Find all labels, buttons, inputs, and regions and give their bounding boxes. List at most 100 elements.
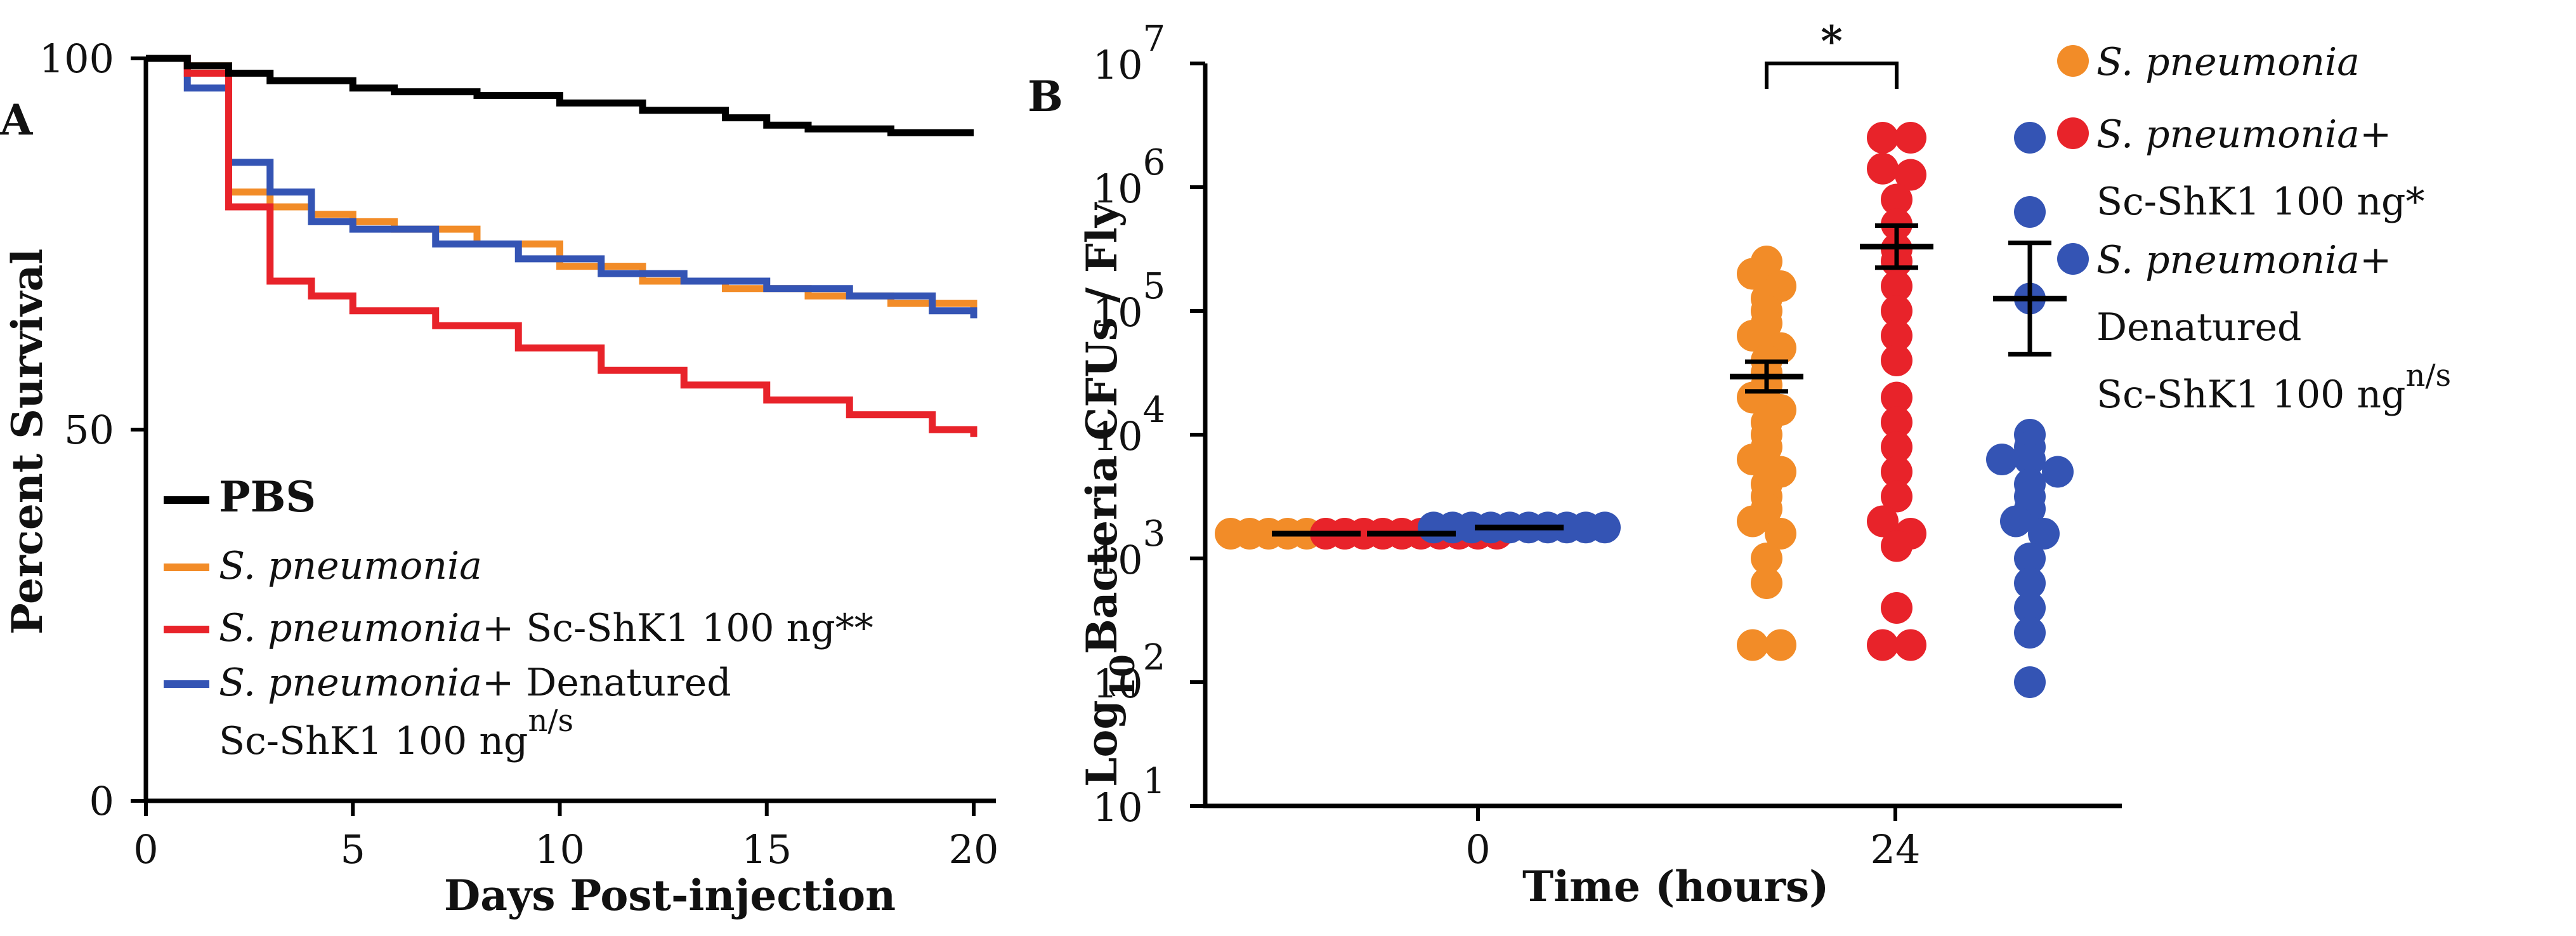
legend-label: S. pneumonia+ — [2096, 112, 2391, 157]
data-point — [1895, 159, 1926, 191]
data-point — [2014, 444, 2046, 475]
panel-a-series-lines — [146, 55, 977, 437]
y-tick-base: 10 — [1093, 166, 1143, 212]
data-point — [2014, 567, 2046, 599]
data-point — [2042, 456, 2074, 488]
y-tick-label: 50 — [64, 407, 114, 453]
panel-a-label: A — [0, 95, 33, 145]
y-label-log: Log — [1077, 700, 1127, 787]
legend-label-line2: Denatured — [2096, 305, 2301, 350]
panel-a: A 0 5 10 15 20 0 50 100 Days Post-injection Per… — [0, 36, 998, 920]
data-point — [1737, 505, 1769, 537]
data-point — [1881, 431, 1912, 463]
survival-line-3 — [146, 55, 977, 319]
data-point — [1881, 480, 1912, 513]
legend-label: S. pneumonia — [219, 544, 482, 588]
data-point — [1895, 122, 1926, 154]
y-tick-base: 10 — [1093, 289, 1143, 336]
y-tick-exponent: 3 — [1143, 513, 1166, 555]
y-tick-label: 106 — [1093, 142, 1166, 212]
data-point — [1737, 629, 1769, 661]
survival-line-0 — [146, 55, 974, 136]
y-tick-label: 0 — [89, 778, 114, 824]
x-tick-label: 0 — [133, 826, 158, 873]
significance-star: * — [1821, 16, 1843, 66]
legend-treatment: Sc-ShK1 100 ng — [219, 719, 528, 763]
data-point — [1881, 295, 1912, 327]
data-point — [1765, 518, 1796, 550]
legend-label: S. pneumonia+ Denatured — [219, 661, 731, 705]
data-point — [1867, 629, 1899, 661]
legend-label: S. pneumonia — [2096, 40, 2360, 84]
y-tick-base: 10 — [1093, 42, 1143, 88]
data-point — [1589, 511, 1621, 544]
panel-a-x-axis-label: Days Post-injection — [444, 871, 896, 920]
legend-species: S. pneumonia — [219, 544, 482, 588]
legend-superscript: n/s — [528, 703, 573, 739]
data-point — [1881, 592, 1912, 624]
x-tick-label: 0 — [1465, 826, 1490, 873]
data-point — [2028, 518, 2060, 550]
survival-line-1 — [146, 55, 977, 311]
y-tick-exponent: 5 — [1143, 266, 1166, 307]
panel-b-data-points — [1215, 122, 2074, 698]
y-tick-base: 10 — [1093, 537, 1143, 583]
y-tick-label: 101 — [1093, 761, 1166, 831]
x-tick-label: 10 — [535, 826, 585, 873]
legend-label: PBS — [219, 472, 316, 522]
legend-species: S. pneumonia — [219, 661, 482, 705]
y-tick-label: 102 — [1093, 637, 1166, 707]
legend-marker — [2057, 117, 2089, 149]
y-tick-label: 103 — [1093, 513, 1166, 583]
panel-a-ticks: 0 5 10 15 20 0 50 100 — [39, 36, 999, 873]
y-tick-exponent: 1 — [1143, 761, 1166, 802]
legend-treatment: + Sc-ShK1 100 ng** — [482, 606, 873, 650]
panel-b-x-axis-label: Time (hours) — [1522, 862, 1829, 911]
legend-marker — [2057, 45, 2089, 77]
legend-label: S. pneumonia+ — [2096, 238, 2391, 282]
data-point — [1867, 122, 1899, 154]
legend-label: S. pneumonia+ Sc-ShK1 100 ng** — [219, 606, 873, 650]
data-point — [1867, 505, 1899, 537]
data-point — [2014, 592, 2046, 624]
panel-a-y-axis-label: Percent Survival — [3, 249, 52, 635]
data-point — [1881, 270, 1912, 302]
panel-b-significance-bracket: * — [1765, 16, 1899, 89]
survival-line-2 — [146, 55, 977, 437]
significance-bracket — [1765, 62, 1899, 89]
y-tick-exponent: 7 — [1143, 18, 1166, 60]
data-point — [1881, 320, 1912, 352]
x-tick-label: 15 — [742, 826, 792, 873]
x-tick-label: 20 — [949, 826, 999, 873]
y-tick-label: 105 — [1093, 266, 1166, 336]
x-tick-label: 5 — [341, 826, 365, 873]
data-point — [1751, 543, 1782, 574]
data-point — [2014, 122, 2046, 154]
legend-species: S. pneumonia — [2096, 238, 2360, 282]
y-label-sub: 10 — [1104, 654, 1142, 700]
data-point — [1881, 406, 1912, 438]
data-point — [1737, 258, 1769, 290]
legend-treatment: + — [2360, 112, 2391, 157]
data-point — [1765, 629, 1796, 661]
data-point — [1895, 629, 1926, 661]
data-point — [1881, 381, 1912, 414]
data-point — [1881, 456, 1912, 488]
legend-species: S. pneumonia — [2096, 40, 2360, 84]
legend-marker — [2057, 243, 2089, 275]
data-point — [2014, 666, 2046, 698]
data-point — [1751, 567, 1782, 599]
panel-b-y-axis-label: Log10Bacteria CFUs / Fly — [1077, 202, 1142, 787]
panel-b-error-bars — [1272, 223, 2067, 537]
data-point — [2014, 617, 2046, 649]
x-tick-label: 24 — [1871, 826, 1921, 873]
data-point — [1986, 444, 2018, 475]
y-tick-base: 10 — [1093, 413, 1143, 459]
panel-b-label: B — [1028, 72, 1063, 121]
y-tick-exponent: 6 — [1143, 142, 1166, 183]
data-point — [1881, 345, 1912, 376]
